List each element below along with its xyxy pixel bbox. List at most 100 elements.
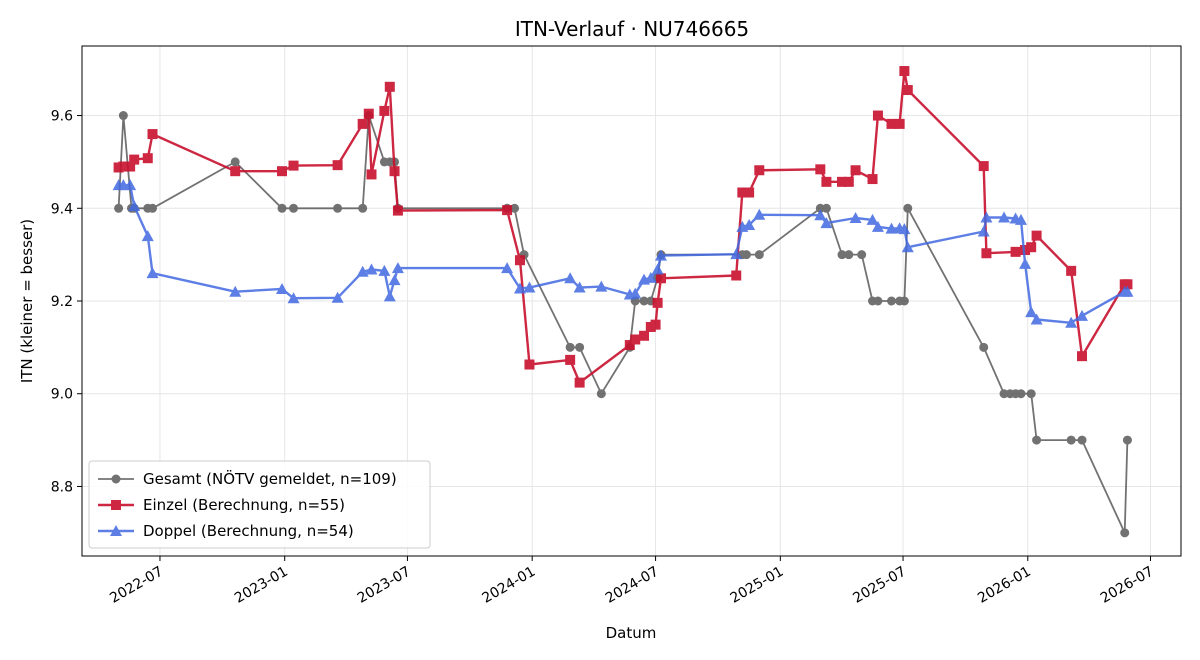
data-point bbox=[118, 111, 128, 121]
data-point bbox=[1030, 313, 1043, 325]
data-point bbox=[514, 255, 525, 266]
legend-label: Doppel (Berechnung, n=54) bbox=[143, 522, 354, 540]
data-point bbox=[118, 161, 129, 172]
data-point bbox=[977, 225, 990, 237]
data-point bbox=[384, 81, 395, 92]
data-point bbox=[332, 160, 343, 171]
series-triangle bbox=[112, 179, 1134, 328]
data-point bbox=[886, 118, 897, 129]
y-axis: 8.8 9.0 9.2 9.4 9.6 bbox=[51, 109, 82, 495]
data-point bbox=[287, 292, 300, 304]
data-point bbox=[857, 250, 867, 260]
data-point bbox=[629, 287, 642, 299]
data-point bbox=[754, 250, 764, 260]
data-point bbox=[821, 203, 831, 213]
data-point bbox=[1016, 389, 1026, 399]
data-point bbox=[630, 334, 641, 345]
grid-lines bbox=[82, 46, 1181, 556]
data-point bbox=[389, 166, 400, 177]
data-point bbox=[125, 161, 136, 172]
data-point bbox=[1122, 279, 1133, 290]
series-square bbox=[113, 66, 1133, 388]
data-point bbox=[899, 66, 910, 77]
data-point bbox=[979, 342, 989, 352]
data-point bbox=[901, 241, 914, 253]
data-point bbox=[753, 208, 766, 220]
data-point bbox=[230, 157, 240, 167]
data-point bbox=[903, 203, 913, 213]
y-tick-label: 9.6 bbox=[51, 109, 73, 125]
data-point bbox=[867, 174, 878, 185]
y-tick-label: 9.0 bbox=[51, 387, 73, 403]
data-point bbox=[230, 166, 241, 177]
data-point bbox=[887, 296, 897, 306]
data-point bbox=[981, 248, 992, 259]
data-point bbox=[654, 249, 667, 261]
data-point bbox=[288, 160, 299, 171]
legend-box bbox=[88, 460, 431, 549]
data-point bbox=[650, 319, 661, 330]
legend-entry bbox=[98, 525, 134, 536]
data-point bbox=[141, 230, 154, 242]
data-point bbox=[147, 129, 158, 140]
data-point bbox=[730, 248, 743, 260]
data-point bbox=[1077, 435, 1087, 445]
data-point bbox=[1025, 306, 1038, 318]
data-point bbox=[731, 270, 742, 281]
data-point bbox=[1066, 435, 1076, 445]
data-point bbox=[624, 340, 635, 351]
data-point bbox=[596, 389, 606, 399]
legend-marker bbox=[110, 525, 122, 536]
data-point bbox=[383, 290, 396, 302]
data-point bbox=[365, 263, 378, 275]
data-point bbox=[850, 165, 861, 176]
data-point bbox=[873, 296, 883, 306]
data-point bbox=[379, 105, 390, 116]
series-layer bbox=[112, 66, 1134, 538]
data-point bbox=[128, 199, 141, 211]
data-point bbox=[1077, 351, 1088, 362]
data-point bbox=[114, 203, 124, 213]
data-point bbox=[595, 280, 608, 292]
data-point bbox=[644, 271, 657, 283]
data-point bbox=[148, 203, 158, 213]
data-point bbox=[902, 85, 913, 96]
x-axis-label: Datum bbox=[606, 624, 657, 642]
data-point bbox=[821, 176, 832, 187]
data-point bbox=[289, 203, 299, 213]
y-tick-label: 8.8 bbox=[51, 479, 73, 495]
data-point bbox=[898, 223, 911, 235]
data-point bbox=[575, 342, 585, 352]
data-point bbox=[124, 179, 137, 191]
data-point bbox=[391, 262, 404, 274]
data-point bbox=[849, 212, 862, 224]
legend-entry bbox=[98, 474, 134, 484]
data-point bbox=[872, 110, 883, 121]
data-point bbox=[998, 211, 1011, 223]
data-point bbox=[366, 169, 377, 180]
legend-label: Einzel (Berechnung, n=55) bbox=[143, 496, 345, 514]
data-point bbox=[277, 166, 288, 177]
data-point bbox=[129, 154, 140, 165]
data-point bbox=[363, 108, 374, 119]
data-point bbox=[639, 330, 650, 341]
data-point bbox=[744, 187, 755, 198]
data-point bbox=[388, 274, 401, 286]
data-point bbox=[866, 213, 879, 225]
data-point bbox=[741, 250, 751, 260]
data-point bbox=[980, 211, 993, 223]
data-point bbox=[1076, 309, 1089, 321]
y-axis-label: ITN (kleiner = besser) bbox=[18, 219, 36, 383]
data-point bbox=[392, 205, 403, 216]
data-point bbox=[277, 203, 287, 213]
data-point bbox=[1019, 257, 1032, 269]
data-point bbox=[510, 203, 520, 213]
data-point bbox=[523, 281, 536, 293]
data-point bbox=[1010, 246, 1021, 257]
series-line bbox=[118, 69, 1128, 384]
data-point bbox=[1065, 316, 1078, 328]
data-point bbox=[837, 176, 848, 187]
y-tick-label: 9.4 bbox=[51, 201, 73, 217]
data-point bbox=[837, 250, 847, 260]
